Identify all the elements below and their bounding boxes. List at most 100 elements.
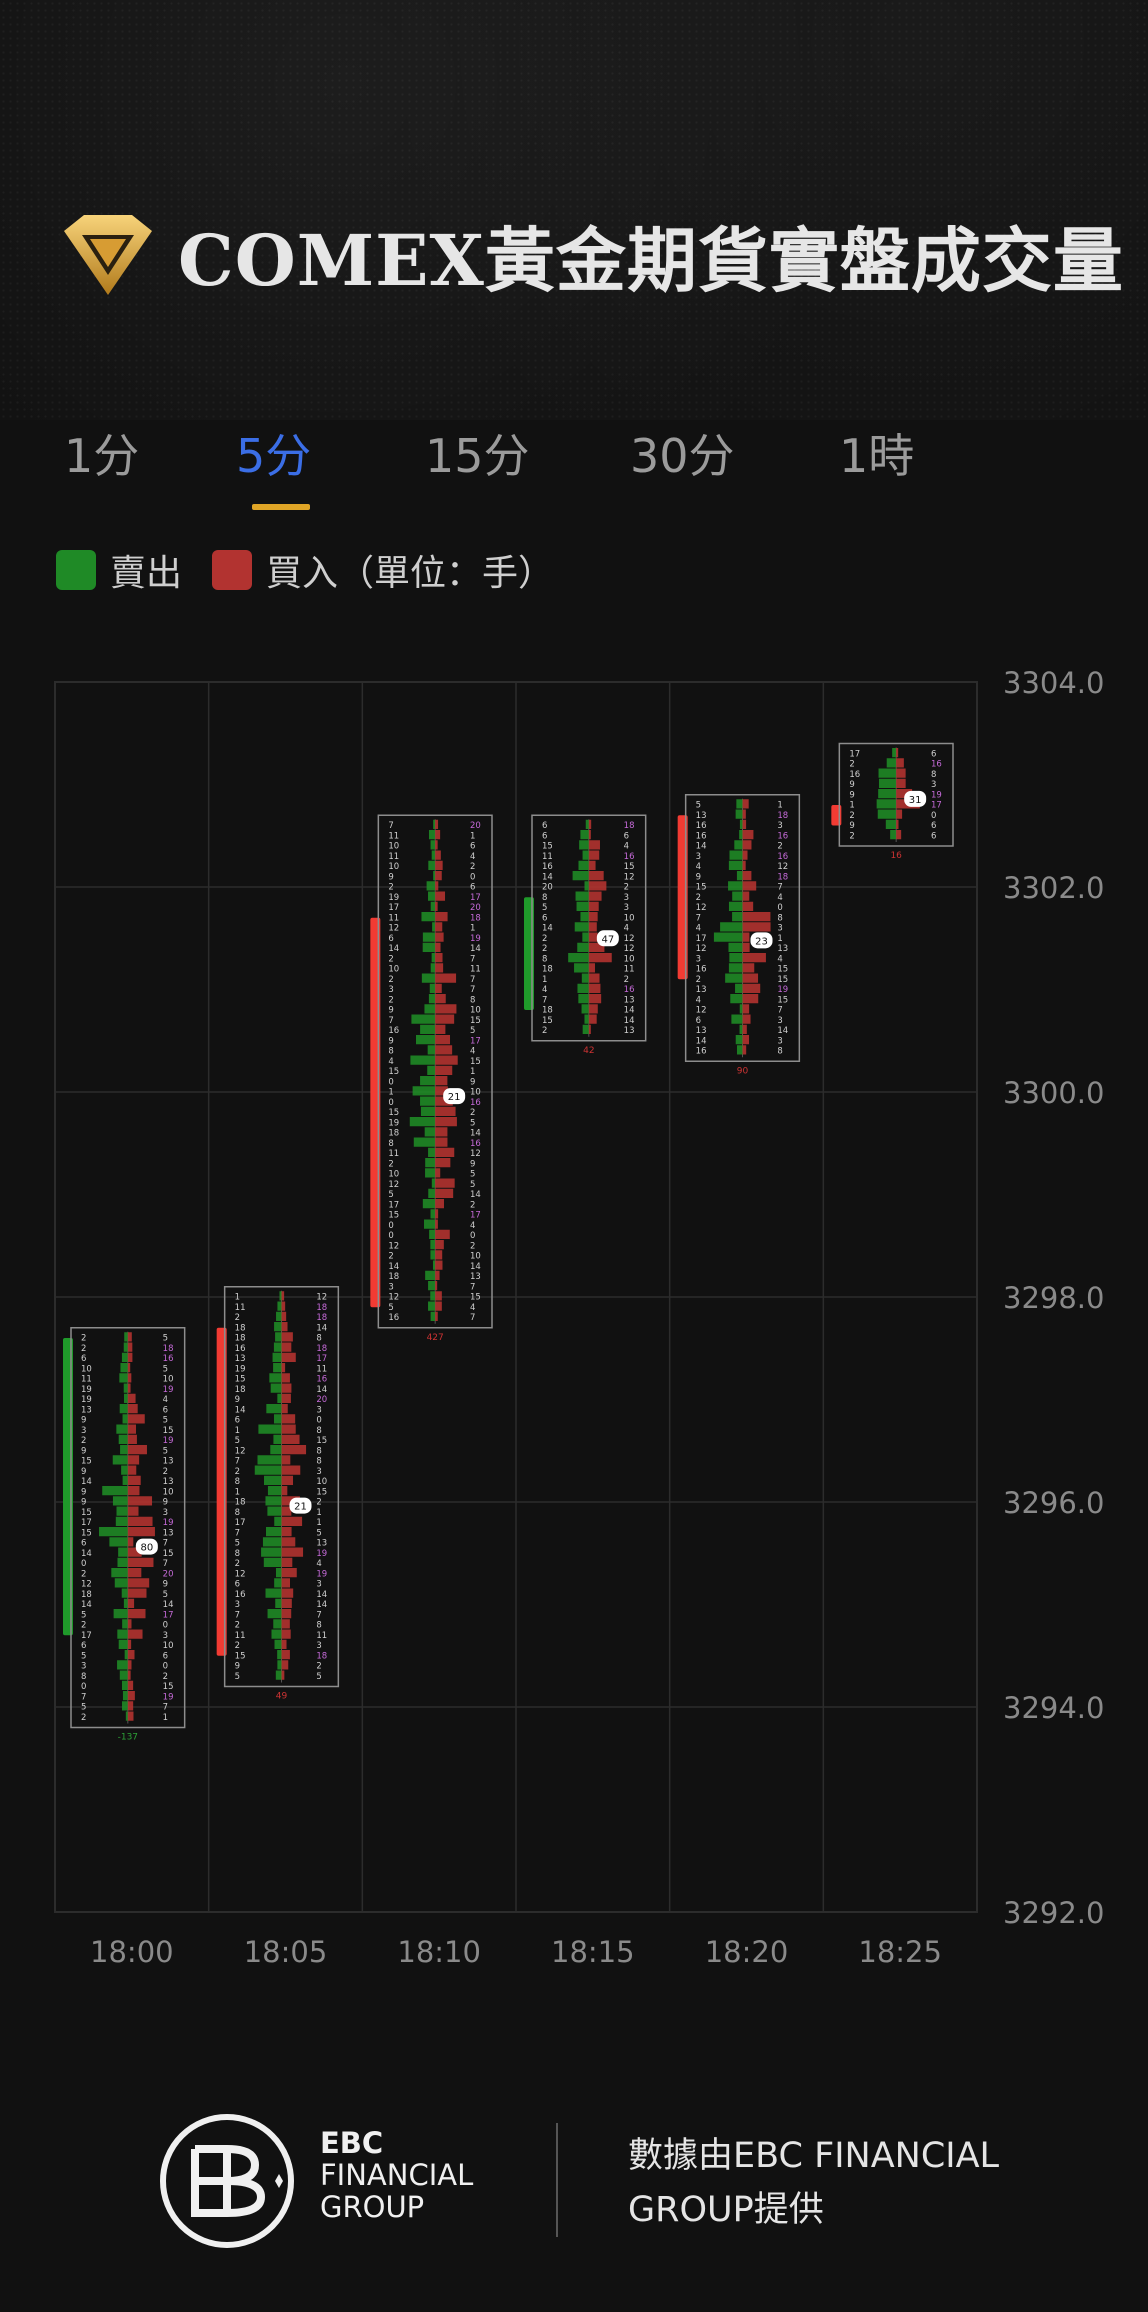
buy-volume-label: 15 (316, 1487, 327, 1497)
buy-volume-label: 5 (316, 1672, 321, 1682)
buy-volume-label: 0 (931, 811, 936, 821)
buy-volume-bar (435, 1147, 455, 1157)
tab-30-minute[interactable]: 30分 (630, 429, 735, 483)
tab-15-minute[interactable]: 15分 (425, 429, 530, 483)
buy-volume-label: 0 (777, 903, 782, 913)
sell-volume-bar (424, 1004, 436, 1014)
sell-volume-bar (410, 1055, 436, 1065)
sell-volume-label: 6 (235, 1416, 240, 1426)
sell-volume-label: 12 (696, 944, 707, 954)
buy-volume-bar (742, 922, 771, 932)
buy-volume-bar (281, 1475, 294, 1485)
sell-volume-label: 1 (235, 1293, 240, 1303)
x-tick-label: 18:15 (551, 1935, 635, 1969)
sell-volume-bar (109, 1537, 128, 1547)
sell-volume-label: 13 (696, 811, 707, 821)
buy-volume-bar (127, 1537, 134, 1547)
x-tick-label: 18:25 (858, 1935, 942, 1969)
buy-volume-label: 3 (777, 1016, 782, 1026)
tab-5-minute[interactable]: 5分 (236, 429, 312, 483)
buy-volume-bar (281, 1342, 292, 1352)
buy-volume-bar (281, 1393, 291, 1403)
sell-volume-label: 9 (388, 872, 393, 882)
buy-volume-label: 15 (316, 1436, 327, 1446)
buy-volume-bar (281, 1291, 285, 1301)
sell-volume-label: 3 (81, 1426, 86, 1436)
buy-volume-bar (742, 840, 752, 850)
note-line-2: GROUP提供 (628, 2190, 824, 2230)
sell-volume-label: 18 (542, 1006, 553, 1016)
sell-volume-label: 18 (235, 1385, 246, 1395)
buy-volume-label: 1 (316, 1508, 321, 1518)
buy-volume-bar (435, 1250, 443, 1260)
sell-volume-label: 14 (388, 1262, 399, 1272)
sell-volume-label: 19 (81, 1385, 92, 1395)
buy-volume-bar (742, 1035, 750, 1045)
buy-volume-bar (127, 1445, 147, 1455)
legend-sell-label: 賣出 (110, 553, 183, 594)
sell-volume-bar (273, 1619, 282, 1629)
buy-volume-label: 4 (470, 1221, 475, 1231)
buy-volume-label: 0 (470, 872, 475, 882)
sell-volume-label: 13 (696, 985, 707, 995)
buy-volume-bar (281, 1404, 288, 1414)
sell-volume-label: 7 (388, 821, 393, 831)
buy-volume-bar (742, 1024, 747, 1034)
sell-volume-label: 11 (81, 1375, 92, 1385)
buy-volume-bar (435, 1106, 456, 1116)
buy-volume-label: 12 (470, 1149, 481, 1159)
buy-volume-label: 12 (777, 862, 788, 872)
buy-volume-bar (127, 1506, 139, 1516)
buy-volume-bar (127, 1342, 133, 1352)
sell-volume-bar (269, 1373, 282, 1383)
buy-volume-bar (281, 1424, 296, 1434)
sell-volume-label: 16 (696, 1047, 707, 1057)
buy-volume-label: 13 (163, 1457, 174, 1467)
sell-volume-label: 7 (235, 1610, 240, 1620)
buy-volume-bar (435, 840, 438, 850)
buy-volume-bar (588, 871, 604, 881)
buy-volume-label: 17 (316, 1354, 327, 1364)
ebc-logo-icon (160, 2114, 294, 2248)
buy-volume-bar (281, 1537, 296, 1547)
footprint-box (531, 814, 647, 1042)
sell-volume-bar (426, 881, 436, 891)
tab-1-minute[interactable]: 1分 (64, 429, 140, 483)
buy-volume-bar (742, 912, 771, 922)
buy-volume-label: 15 (163, 1426, 174, 1436)
buy-volume-bar (127, 1578, 150, 1588)
sell-volume-label: 19 (81, 1395, 92, 1405)
buy-volume-label: 2 (470, 1200, 475, 1210)
sell-volume-bar (265, 1527, 282, 1537)
sell-volume-bar (411, 1014, 436, 1024)
buy-volume-label: 7 (163, 1703, 168, 1713)
buy-volume-label: 12 (624, 872, 635, 882)
buy-volume-bar (127, 1486, 140, 1496)
sell-volume-bar (123, 1383, 128, 1393)
sell-volume-label: 1 (849, 801, 854, 811)
sell-volume-label: 7 (235, 1528, 240, 1538)
buy-volume-bar (281, 1516, 303, 1526)
sell-volume-bar (273, 1434, 282, 1444)
buy-volume-label: 14 (777, 1026, 788, 1036)
tab-1-hour[interactable]: 1時 (839, 429, 915, 483)
buy-volume-label: 7 (163, 1559, 168, 1569)
sell-volume-bar (111, 1568, 128, 1578)
buy-volume-label: 1 (470, 924, 475, 934)
active-tab-underline (252, 504, 310, 510)
brand-line-1: EBC (320, 2126, 384, 2160)
buy-volume-bar (281, 1619, 290, 1629)
buy-volume-bar (435, 1127, 448, 1137)
buy-volume-label: 13 (777, 944, 788, 954)
sell-volume-label: 7 (542, 995, 547, 1005)
sell-volume-label: 6 (542, 913, 547, 923)
sell-volume-bar (428, 860, 436, 870)
sell-volume-bar (118, 1639, 128, 1649)
buy-volume-bar (742, 850, 748, 860)
buy-volume-bar (127, 1404, 138, 1414)
header-background (0, 0, 1148, 420)
buy-volume-bar (281, 1660, 289, 1670)
sell-volume-label: 14 (81, 1549, 92, 1559)
sell-volume-label: 2 (542, 934, 547, 944)
buy-volume-bar (435, 963, 444, 973)
